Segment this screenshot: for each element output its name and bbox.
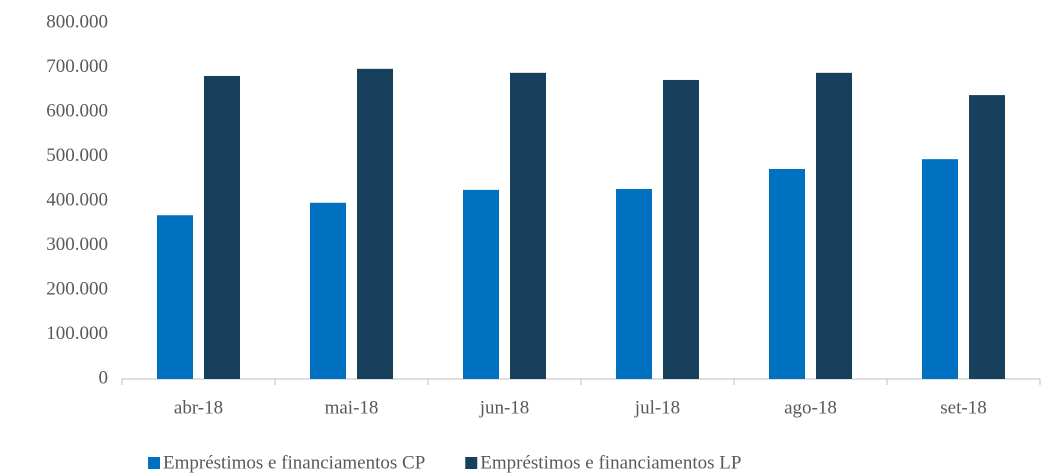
x-tick-label: set-18 <box>940 397 986 418</box>
y-tick-label: 0 <box>99 367 109 388</box>
bar <box>310 202 346 379</box>
bar <box>663 79 699 380</box>
y-tick-label: 600.000 <box>46 100 108 121</box>
legend-label: Empréstimos e financiamentos CP <box>163 452 425 473</box>
bar <box>204 75 240 379</box>
bar <box>463 189 499 379</box>
bar <box>969 95 1005 379</box>
x-tick-label: abr-18 <box>174 397 223 418</box>
x-tick-label: jun-18 <box>479 397 530 418</box>
legend-swatch <box>148 457 160 469</box>
y-tick-label: 200.000 <box>46 278 108 299</box>
bar <box>922 159 958 379</box>
legend-swatch <box>465 457 478 469</box>
bar <box>157 215 193 379</box>
x-tick-label: ago-18 <box>784 397 837 418</box>
y-tick-label: 400.000 <box>46 189 108 210</box>
y-tick-label: 300.000 <box>46 234 108 255</box>
y-tick-label: 800.000 <box>46 11 108 32</box>
x-tick-label: mai-18 <box>325 397 379 418</box>
bar <box>816 72 852 379</box>
x-tick-label: jul-18 <box>634 397 680 418</box>
y-tick-label: 700.000 <box>46 56 108 77</box>
bar <box>769 168 805 379</box>
bar <box>510 72 546 379</box>
bar <box>357 68 393 380</box>
legend-label: Empréstimos e financiamentos LP <box>480 452 741 473</box>
y-tick-label: 100.000 <box>46 323 108 344</box>
bar <box>616 188 652 379</box>
y-tick-label: 500.000 <box>46 145 108 166</box>
